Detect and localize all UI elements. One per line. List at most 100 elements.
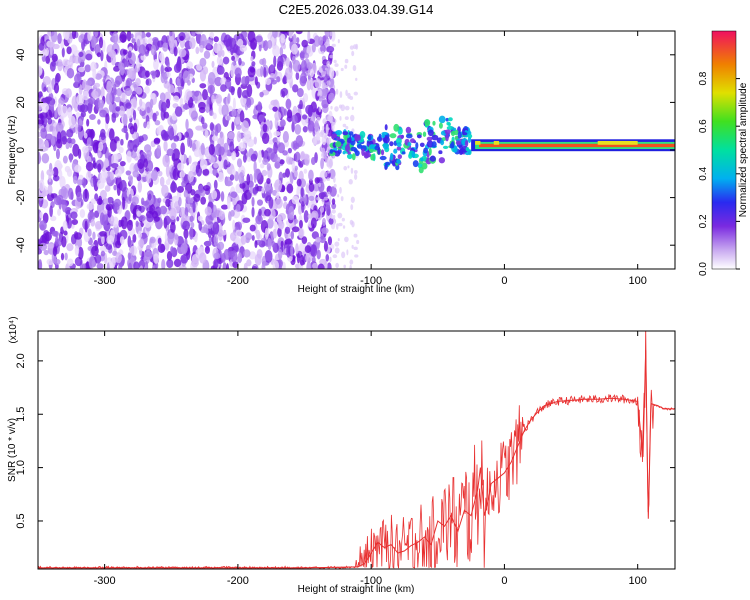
colorbar: 0.0 0.2 0.4 0.6 0.8 Normalized spectral ampl… — [698, 30, 749, 276]
heatmap-cell — [251, 206, 255, 218]
heatmap-cell — [264, 250, 273, 263]
heatmap-cell — [179, 170, 185, 178]
heatmap-cell — [178, 48, 187, 58]
heatmap-cell — [329, 149, 334, 154]
heatmap-cell — [165, 98, 171, 109]
heatmap-cell — [378, 133, 382, 141]
heatmap-cell — [200, 33, 207, 47]
heatmap-cell — [328, 92, 335, 101]
heatmap-cell — [370, 153, 375, 161]
heatmap-cell — [438, 115, 446, 124]
heatmap-cell — [369, 143, 375, 151]
heatmap-cell — [165, 179, 171, 186]
heatmap-cell — [332, 254, 338, 259]
heatmap-cell — [47, 184, 53, 195]
heatmap-cell — [284, 226, 291, 234]
heatmap-cell — [138, 239, 145, 248]
heatmap-cell — [167, 125, 174, 137]
heatmap-cell — [426, 140, 434, 148]
heatmap-cell — [199, 158, 208, 170]
heatmap-cell — [127, 235, 132, 248]
heatmap-cell — [247, 156, 251, 162]
heatmap-cell — [298, 228, 304, 239]
heatmap-cell — [267, 237, 272, 251]
heatmap-cell — [236, 158, 243, 168]
heatmap-cell — [597, 140, 638, 145]
top-xtick-label: -100 — [360, 275, 382, 287]
heatmap-cell — [44, 42, 48, 49]
heatmap-cell — [262, 40, 269, 52]
heatmap-cell — [132, 90, 137, 97]
heatmap-cell — [325, 127, 330, 131]
heatmap-cell — [462, 132, 468, 136]
heatmap-cell — [105, 92, 113, 105]
heatmap-cell — [162, 42, 169, 52]
heatmap-cell — [259, 163, 265, 169]
heatmap-cell — [190, 206, 194, 217]
heatmap-cell — [115, 168, 122, 178]
heatmap-cell — [424, 119, 431, 127]
heatmap-cell — [313, 136, 317, 146]
heatmap-cell — [281, 185, 286, 193]
heatmap-cell — [208, 144, 215, 156]
heatmap-cell — [389, 133, 397, 139]
heatmap-cell — [337, 237, 340, 242]
heatmap-cell — [103, 197, 109, 205]
heatmap-cell — [355, 77, 358, 81]
heatmap-cell — [38, 42, 45, 51]
heatmap-cell — [297, 159, 301, 167]
heatmap-cell — [249, 186, 254, 194]
heatmap-cell — [170, 222, 176, 233]
heatmap-cell — [323, 156, 328, 160]
heatmap-cell — [211, 60, 215, 68]
heatmap-cell — [255, 229, 261, 240]
heatmap-cell — [207, 72, 216, 85]
heatmap-cell — [113, 184, 117, 191]
heatmap-cell — [229, 232, 237, 242]
top-xtick-label: -300 — [94, 275, 116, 287]
heatmap-cell — [198, 101, 206, 110]
heatmap-cell — [169, 31, 173, 37]
heatmap-cell — [110, 153, 119, 166]
heatmap-cell — [326, 45, 335, 53]
heatmap-cell — [446, 125, 454, 131]
heatmap-cell — [199, 57, 207, 67]
heatmap-cell — [215, 123, 222, 133]
heatmap-cell — [241, 76, 248, 86]
heatmap-cell — [153, 138, 161, 145]
heatmap-cell — [44, 96, 53, 102]
heatmap-cell — [88, 256, 95, 269]
heatmap-cell — [432, 120, 436, 126]
heatmap-cell — [96, 52, 101, 58]
bottom-xtick-label: 0 — [501, 575, 507, 587]
heatmap-cell — [98, 99, 105, 108]
heatmap-cell — [146, 121, 151, 130]
heatmap-cell — [147, 37, 154, 46]
top-y-axis-label: Frequency (Hz) — [7, 116, 18, 185]
heatmap-cell — [438, 122, 443, 129]
heatmap-cell — [326, 60, 331, 68]
top-ytick-label: 40 — [15, 49, 27, 61]
heatmap-cell — [51, 53, 58, 62]
snr-panel: -300 -200 -100 0 100 0.5 1.0 1.5 2.0 Height of … — [7, 316, 676, 595]
heatmap-cell — [84, 188, 88, 199]
heatmap-cell — [330, 105, 333, 110]
heatmap-cell — [328, 217, 334, 225]
heatmap-cell — [337, 222, 343, 227]
heatmap-cell — [333, 214, 336, 220]
heatmap-cell — [106, 80, 113, 94]
heatmap-cell — [352, 64, 357, 72]
heatmap-cell — [282, 172, 287, 178]
heatmap-cell — [61, 47, 65, 58]
heatmap-cell — [206, 42, 212, 50]
heatmap-cell — [119, 31, 127, 43]
heatmap-cell — [171, 153, 176, 162]
heatmap-cell — [77, 148, 82, 159]
heatmap-cell — [220, 252, 226, 263]
heatmap-cell — [69, 152, 73, 163]
heatmap-cell — [345, 126, 349, 130]
heatmap-cell — [202, 184, 211, 192]
heatmap-cell — [186, 61, 194, 69]
heatmap-cell — [239, 44, 248, 52]
heatmap-cell — [60, 130, 67, 143]
